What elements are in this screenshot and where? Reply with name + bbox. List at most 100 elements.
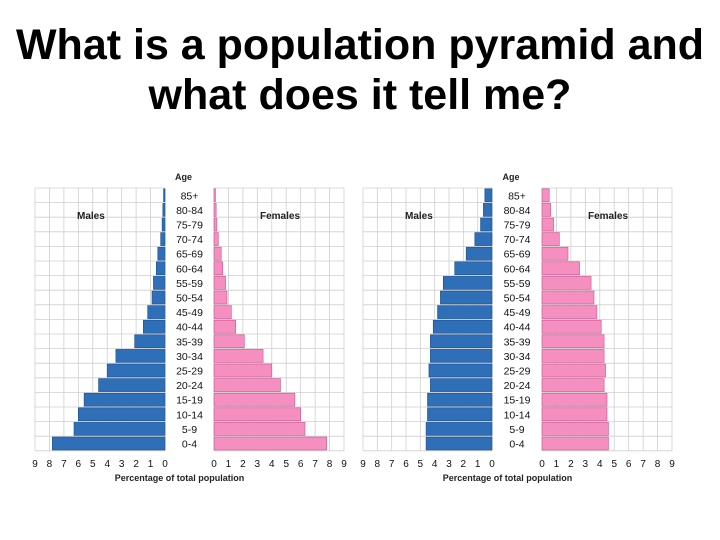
age-label: 55-59 <box>176 278 203 290</box>
bar-males-65-69 <box>465 246 493 261</box>
bar-females-75-79 <box>213 217 218 232</box>
age-label: 85+ <box>181 190 199 202</box>
bar-females-55-59 <box>213 276 226 290</box>
bar-males-50-54 <box>440 290 493 305</box>
tick-label: 4 <box>269 459 275 470</box>
bar-females-45-49 <box>541 305 598 319</box>
age-label: 75-79 <box>504 220 531 232</box>
tick-label: 2 <box>240 459 246 470</box>
bar-males-85+ <box>484 188 493 203</box>
age-label: 40-44 <box>504 322 531 334</box>
bar-females-5-9 <box>541 422 609 436</box>
tick-label: 0 <box>211 459 217 470</box>
age-label: 55-59 <box>504 278 531 290</box>
bar-females-65-69 <box>541 246 569 261</box>
bar-males-35-39 <box>134 334 166 349</box>
bar-females-40-44 <box>541 319 602 334</box>
tick-label: 9 <box>341 459 347 470</box>
tick-label: 4 <box>597 459 603 470</box>
tick-label: 0 <box>539 459 545 470</box>
tick-label: 7 <box>61 459 67 470</box>
tick-label: 1 <box>475 459 481 470</box>
bar-females-5-9 <box>213 422 306 436</box>
tick-label: 8 <box>655 459 661 470</box>
bar-males-25-29 <box>428 363 493 378</box>
age-label: 30-34 <box>176 351 203 363</box>
age-label: 20-24 <box>176 380 203 392</box>
age-label: 15-19 <box>504 395 531 407</box>
bar-males-55-59 <box>442 276 493 290</box>
tick-label: 8 <box>327 459 333 470</box>
tick-label: 9 <box>669 459 675 470</box>
bar-males-60-64 <box>156 261 166 276</box>
bar-males-10-14 <box>78 407 166 422</box>
bar-females-0-4 <box>541 436 609 451</box>
bar-males-40-44 <box>432 319 493 334</box>
tick-label: 4 <box>104 459 110 470</box>
bar-females-15-19 <box>541 392 608 407</box>
bar-females-85+ <box>541 188 550 203</box>
bar-males-20-24 <box>98 378 166 392</box>
bar-females-55-59 <box>541 276 592 290</box>
age-label: 50-54 <box>504 293 531 305</box>
age-label: 85+ <box>508 190 526 202</box>
age-label: 50-54 <box>176 293 203 305</box>
bar-males-5-9 <box>73 422 166 436</box>
age-label: 80-84 <box>504 205 531 217</box>
tick-label: 2 <box>568 459 574 470</box>
tick-label: 2 <box>133 459 139 470</box>
bar-females-0-4 <box>213 436 327 451</box>
age-label: 35-39 <box>176 336 203 348</box>
tick-label: 3 <box>119 459 125 470</box>
tick-label: 4 <box>432 459 438 470</box>
bar-females-80-84 <box>541 203 551 217</box>
bar-females-15-19 <box>213 392 296 407</box>
bar-males-30-34 <box>115 349 166 363</box>
age-label: 0-4 <box>182 439 197 451</box>
age-label: 60-64 <box>176 263 203 275</box>
bar-females-50-54 <box>213 290 228 305</box>
age-label: 25-29 <box>176 366 203 378</box>
tick-label: 3 <box>255 459 261 470</box>
bar-males-40-44 <box>143 319 166 334</box>
bar-females-25-29 <box>541 363 606 378</box>
tick-label: 3 <box>446 459 452 470</box>
tick-label: 1 <box>226 459 232 470</box>
pyramid-2: 85+80-8475-7970-7465-6960-6455-5950-5445… <box>360 172 675 483</box>
age-axis-label: Age <box>502 172 519 182</box>
age-axis-label: Age <box>175 172 192 182</box>
bar-males-35-39 <box>430 334 493 349</box>
bar-males-45-49 <box>147 305 166 319</box>
bar-females-70-74 <box>213 232 219 246</box>
series-label-females: Females <box>588 211 628 222</box>
age-label: 30-34 <box>504 351 531 363</box>
bar-females-45-49 <box>213 305 232 319</box>
tick-label: 6 <box>298 459 304 470</box>
age-label: 45-49 <box>504 307 531 319</box>
bar-females-60-64 <box>541 261 580 276</box>
bar-males-25-29 <box>106 363 166 378</box>
bar-females-65-69 <box>213 246 222 261</box>
x-axis-label: Percentage of total population <box>443 473 573 483</box>
tick-label: 6 <box>403 459 409 470</box>
bar-males-55-59 <box>153 276 166 290</box>
series-label-males: Males <box>405 211 433 222</box>
tick-label: 5 <box>418 459 424 470</box>
age-label: 45-49 <box>176 307 203 319</box>
bar-males-80-84 <box>483 203 493 217</box>
tick-label: 8 <box>47 459 53 470</box>
series-label-females: Females <box>260 211 300 222</box>
bar-males-10-14 <box>427 407 493 422</box>
bar-females-30-34 <box>541 349 605 363</box>
bar-females-35-39 <box>541 334 605 349</box>
bar-females-40-44 <box>213 319 236 334</box>
bar-males-5-9 <box>425 422 493 436</box>
bar-females-70-74 <box>541 232 560 246</box>
age-label: 65-69 <box>176 249 203 261</box>
series-label-males: Males <box>77 211 105 222</box>
bar-males-50-54 <box>151 290 166 305</box>
tick-label: 3 <box>583 459 589 470</box>
bar-females-10-14 <box>541 407 608 422</box>
bar-females-20-24 <box>213 378 281 392</box>
